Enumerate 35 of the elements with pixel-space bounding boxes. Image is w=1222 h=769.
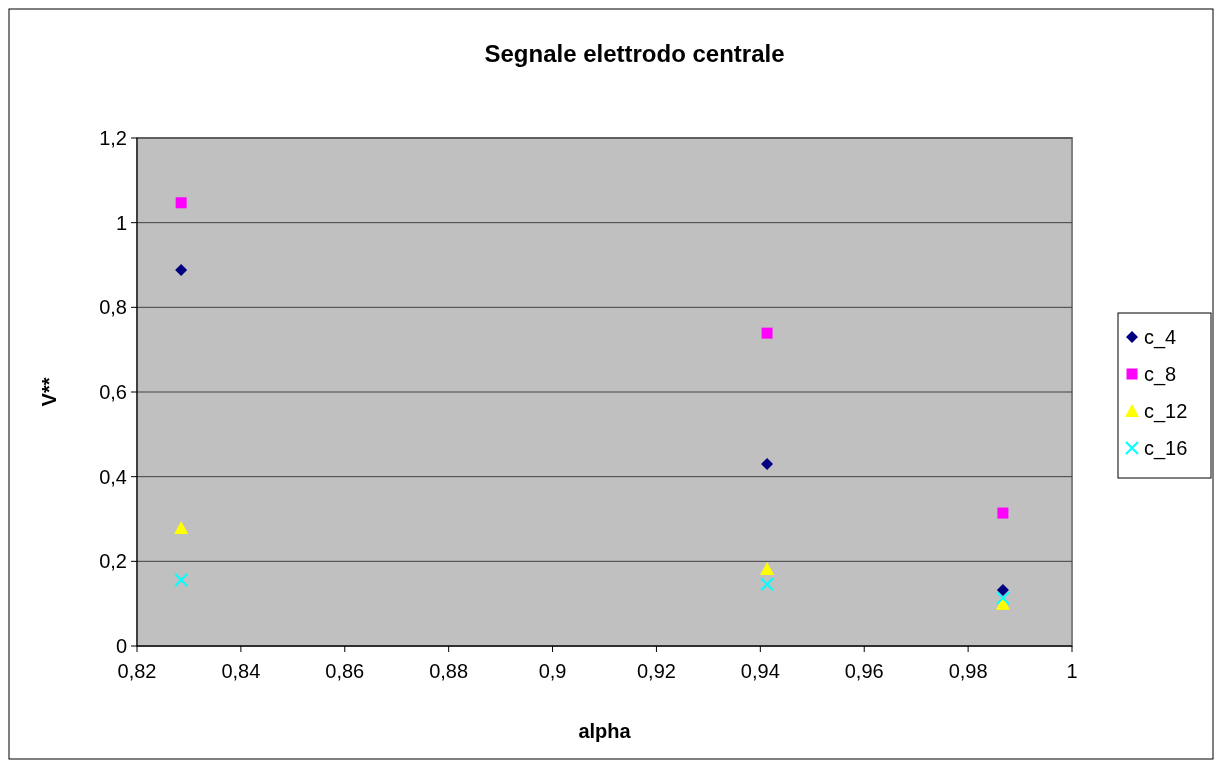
y-tick-label: 0,4 — [99, 465, 127, 488]
legend-label: c_4 — [1144, 326, 1177, 349]
x-tick-label: 0,88 — [429, 660, 469, 682]
y-tick-label: 1,2 — [99, 127, 127, 149]
x-tick-label: 0,92 — [636, 660, 676, 682]
y-tick-label: 1 — [115, 211, 127, 234]
point — [760, 577, 775, 592]
point — [760, 561, 775, 575]
legend-label: c_8 — [1144, 363, 1177, 386]
point — [175, 197, 187, 209]
x-tick-label: 0,84 — [221, 660, 261, 682]
x-tick-label: 0,98 — [948, 660, 988, 682]
x-tick-label: 1 — [1066, 660, 1078, 682]
x-tick-label: 0,86 — [325, 660, 365, 682]
point — [175, 264, 188, 277]
x-tick-label: 0,82 — [117, 660, 157, 682]
point — [997, 507, 1009, 519]
point — [761, 457, 774, 470]
x-tick-label: 0,96 — [844, 660, 884, 682]
y-tick-label: 0,2 — [99, 550, 127, 573]
point — [761, 327, 773, 339]
x-tick-label: 0,9 — [538, 660, 567, 682]
point — [174, 572, 189, 587]
point — [174, 520, 189, 534]
x-tick-label: 0,94 — [740, 660, 780, 682]
x-axis-title: alpha — [578, 720, 632, 742]
y-tick-label: 0 — [115, 635, 127, 657]
point — [995, 591, 1010, 606]
y-axis-title: V** — [38, 377, 60, 407]
y-tick-label: 0,8 — [99, 296, 127, 319]
y-tick-label: 0,6 — [99, 381, 127, 403]
chart-title: Segnale elettrodo centrale — [484, 40, 785, 67]
legend-label: c_16 — [1144, 437, 1188, 460]
point — [996, 584, 1009, 597]
legend-label: c_12 — [1144, 400, 1188, 423]
